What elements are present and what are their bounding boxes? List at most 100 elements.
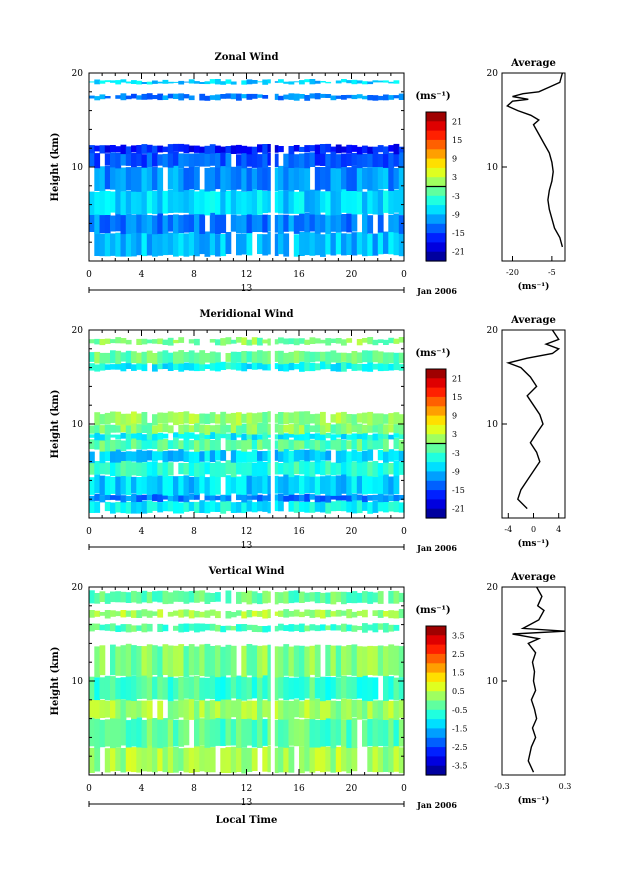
heatmap-cell xyxy=(183,153,190,167)
heatmap-cell xyxy=(388,501,395,512)
colorbar-segment xyxy=(426,508,446,519)
heatmap-cell xyxy=(215,476,221,495)
heatmap-cell xyxy=(272,81,279,83)
heatmap-cell xyxy=(304,95,311,101)
heatmap-cell xyxy=(246,451,253,462)
heatmap-cell xyxy=(351,145,358,152)
heatmap-cell xyxy=(325,625,332,631)
heatmap-cell xyxy=(304,699,311,719)
heatmap-cell xyxy=(99,166,106,191)
heatmap-cell xyxy=(372,413,379,426)
heatmap-cell xyxy=(320,745,326,773)
heatmap-cell xyxy=(372,151,379,167)
heatmap-cell xyxy=(162,231,169,256)
heatmap-cell xyxy=(367,422,374,433)
x-tick-label: 16 xyxy=(293,270,305,280)
heatmap-cell xyxy=(204,494,211,501)
heatmap-cell xyxy=(393,717,400,747)
heatmap-cell xyxy=(215,213,221,235)
heatmap-cell xyxy=(167,462,174,476)
heatmap-cell xyxy=(183,424,190,433)
heatmap-cell xyxy=(188,676,195,700)
heatmap-cell xyxy=(372,233,379,256)
heatmap-cell xyxy=(293,191,300,214)
heatmap-cell xyxy=(278,610,284,617)
heatmap-cell xyxy=(125,413,132,426)
heatmap-cell xyxy=(299,501,305,512)
heatmap-cell xyxy=(283,474,290,496)
heatmap-cell xyxy=(388,717,395,748)
heatmap-cell xyxy=(257,437,263,450)
heatmap-cell xyxy=(257,214,263,232)
heatmap-cell xyxy=(383,501,389,513)
heatmap-cell xyxy=(393,143,400,155)
colorbar-segment xyxy=(426,663,446,674)
heatmap-cell xyxy=(246,231,253,256)
heatmap-cell xyxy=(104,748,111,773)
heatmap-cell xyxy=(236,423,242,435)
colorbar-segment xyxy=(426,112,446,122)
heatmap-cell xyxy=(283,644,290,676)
heatmap-cell xyxy=(320,609,326,619)
heatmap-cell xyxy=(362,451,368,462)
heatmap-cell xyxy=(146,591,153,604)
heatmap-cell xyxy=(141,144,148,154)
heatmap-cell xyxy=(162,350,169,364)
heatmap-cell xyxy=(199,677,206,701)
heatmap-cell xyxy=(341,411,347,424)
heatmap-cell xyxy=(204,152,211,167)
colorbar-tick-label: -21 xyxy=(452,505,465,514)
heatmap-cell xyxy=(146,144,153,153)
heatmap-cell xyxy=(335,422,342,435)
heatmap-cell xyxy=(293,411,300,424)
heatmap-cell xyxy=(257,412,263,423)
heatmap-cell xyxy=(173,610,179,616)
heatmap-cell xyxy=(314,476,321,495)
heatmap-cell xyxy=(330,189,337,216)
heatmap-cell xyxy=(362,231,368,257)
heatmap-cell xyxy=(236,698,242,719)
heatmap-cell xyxy=(152,432,158,441)
heatmap-cell xyxy=(330,645,337,676)
heatmap-cell xyxy=(178,699,185,718)
heatmap-cell xyxy=(99,425,106,434)
heatmap-cell xyxy=(304,646,311,677)
colorbar-unit: (ms⁻¹) xyxy=(415,91,450,102)
heatmap-cell xyxy=(152,474,158,495)
heatmap-cell xyxy=(115,718,122,748)
heatmap-cell xyxy=(236,154,242,166)
heatmap-cell xyxy=(167,592,174,604)
heatmap-cell xyxy=(262,495,269,501)
heatmap-cell xyxy=(131,191,137,215)
y-tick-label: 10 xyxy=(72,420,84,430)
heatmap-cell xyxy=(288,146,295,155)
heatmap-cell xyxy=(283,352,290,364)
heatmap-cell xyxy=(246,146,253,155)
heatmap-cell xyxy=(314,93,321,100)
heatmap-cell xyxy=(99,699,106,718)
heatmap-cell xyxy=(110,364,116,370)
heatmap-cell xyxy=(278,231,284,255)
heatmap-cell xyxy=(246,495,253,500)
heatmap-cell xyxy=(110,215,116,232)
heatmap-cell xyxy=(241,591,248,603)
heatmap-cell xyxy=(356,610,363,616)
heatmap-cell xyxy=(225,494,232,502)
heatmap-cell xyxy=(194,493,200,500)
heatmap-cell xyxy=(209,747,216,773)
heatmap-cell xyxy=(241,337,248,345)
heatmap-cell xyxy=(89,610,95,618)
colorbar-segment xyxy=(426,719,446,729)
heatmap-cell xyxy=(320,501,326,513)
heatmap-cell xyxy=(230,476,237,494)
heatmap-cell xyxy=(330,338,337,343)
heatmap-cell xyxy=(246,717,253,746)
heatmap-cell xyxy=(257,675,263,701)
heatmap-cell xyxy=(398,449,405,462)
heatmap-cell xyxy=(146,500,153,513)
heatmap-cell xyxy=(115,677,122,700)
heatmap-cell xyxy=(246,438,253,450)
heatmap-cell xyxy=(251,439,258,450)
heatmap-cell xyxy=(335,166,342,192)
x-tick-label: 0 xyxy=(86,270,92,280)
